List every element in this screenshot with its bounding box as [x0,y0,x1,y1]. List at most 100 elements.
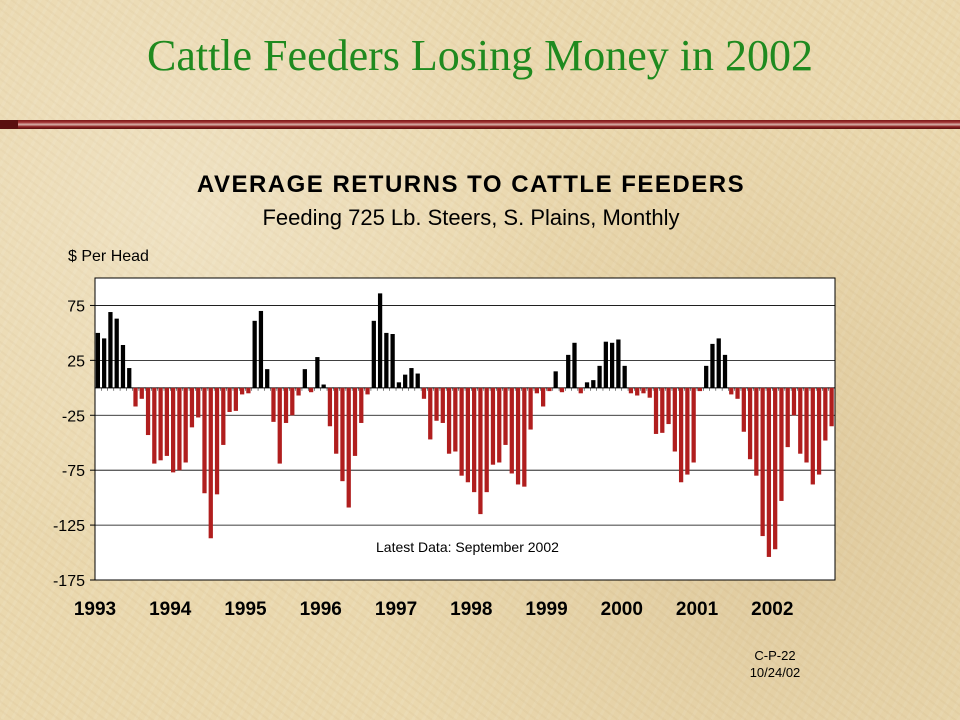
slide-title: Cattle Feeders Losing Money in 2002 [146,31,813,80]
bar [584,382,590,388]
bar [478,387,483,515]
bar [321,384,326,388]
plot-area: 75 25 -25 -75 -125 -175 1993 1994 1995 1996 1997 19… [53,277,836,620]
bar [327,387,333,427]
bar [791,387,797,416]
bar [409,368,414,388]
bar [290,387,295,416]
bar [741,387,746,432]
bar [233,387,238,411]
bar [158,387,163,461]
bar [729,387,734,395]
x-tick-label: 2001 [676,599,719,620]
bar [283,387,289,423]
bar [258,310,264,388]
bar [352,387,358,456]
bar [421,387,427,399]
y-axis-label: $ Per Head [68,248,149,265]
bar [559,387,565,393]
bar [440,387,445,423]
bar [653,387,659,434]
bar [302,369,307,388]
bar [522,387,527,487]
bar [810,387,815,485]
divider-cap [0,120,18,129]
bar [403,374,408,388]
bar [622,365,627,388]
bar [754,387,759,476]
bar [685,387,690,475]
bar [773,387,778,550]
x-tick-label: 1994 [149,599,192,620]
bar [296,387,301,396]
bar [616,339,621,388]
bar [660,387,665,433]
bar [308,387,314,393]
bar [779,387,784,501]
chart-subtitle: Feeding 725 Lb. Steers, S. Plains, Month… [262,205,679,230]
bar [541,387,546,407]
bar [747,387,753,460]
bar [196,387,201,418]
bar [434,387,439,421]
bar [365,387,370,395]
bar [578,387,583,394]
bar [120,344,126,388]
bar [722,354,728,388]
bar [359,387,364,423]
latest-data-annotation: Latest Data: September 2002 [376,539,559,555]
bar [145,387,151,436]
y-tick-label: 25 [67,353,85,370]
bar [804,387,809,463]
x-tick-label: 2002 [751,599,793,620]
bar [315,357,320,388]
bar [710,343,715,388]
bar [152,387,157,464]
bar [114,318,119,388]
bar [641,387,646,394]
bar [572,342,577,388]
bar [691,387,696,463]
bar [102,338,107,388]
bar [446,387,452,454]
bar [534,387,539,394]
bar [697,387,703,392]
chart-title: AVERAGE RETURNS TO CATTLE FEEDERS [197,171,745,198]
bar [271,387,276,422]
bar [666,387,671,425]
bar [603,341,608,388]
slide-code: C-P-22 [754,648,796,663]
bar [672,387,677,452]
bar [183,387,188,463]
bar [547,387,552,392]
bar [459,387,464,476]
bar [503,387,508,445]
returns-chart: AVERAGE RETURNS TO CATTLE FEEDERS Feedin… [53,171,836,620]
bar [340,387,345,482]
bar [246,387,251,394]
bar [816,387,822,475]
x-tick-label: 1995 [224,599,267,620]
bar [277,387,282,464]
x-tick-label: 1998 [450,599,492,620]
bar [515,387,521,485]
bar [484,387,489,493]
bar [334,387,339,454]
bar [189,387,195,428]
bar [528,387,533,430]
bar [490,387,496,465]
bar [221,387,226,445]
bar [628,387,634,394]
bar [566,354,571,388]
x-tick-label: 2000 [601,599,643,620]
bar [465,387,471,483]
bar [202,387,207,494]
bar [265,369,270,388]
bar [390,334,395,388]
bar [177,387,182,471]
bar [164,387,169,456]
bar [704,365,709,388]
bar [597,365,602,388]
y-tick-label: -125 [53,518,85,535]
bar [396,382,402,388]
